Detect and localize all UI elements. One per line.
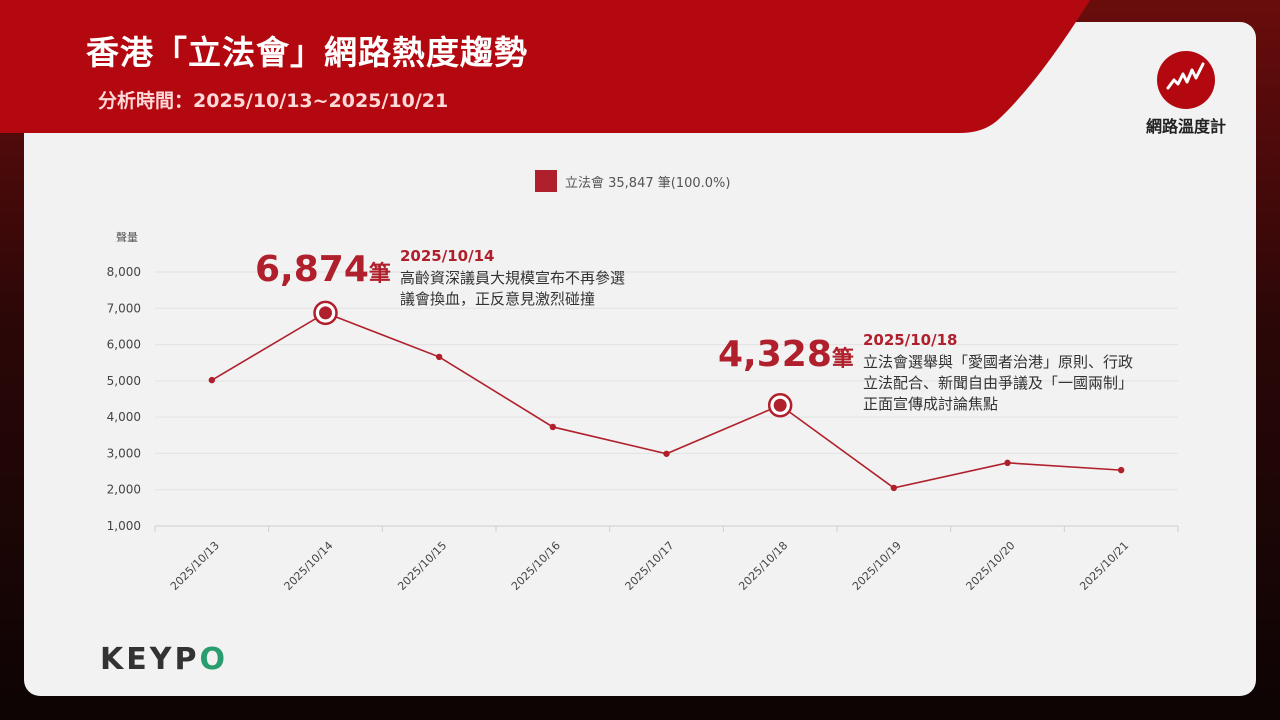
data-point (1004, 459, 1011, 467)
x-tick-label: 2025/10/21 (1077, 539, 1131, 593)
annotation-number: 4,328 (718, 334, 832, 375)
annotation-unit: 筆 (831, 347, 854, 372)
annotation-line: 立法會選舉與「愛國者治港」原則、行政 (863, 353, 1134, 371)
data-point (890, 484, 898, 492)
x-tick-label: 2025/10/18 (736, 539, 790, 593)
legend-swatch (535, 170, 557, 192)
x-tick-label: 2025/10/14 (282, 539, 336, 593)
logo-text: KEYP (100, 642, 200, 677)
header-banner (0, 0, 1090, 133)
y-tick-label: 7,000 (107, 301, 141, 315)
peak-annotation-text-1: 高齡資深議員大規模宣布不再參選 議會換血，正反意見激烈碰撞 (400, 268, 625, 310)
chart-card (24, 22, 1256, 696)
data-point (435, 353, 443, 361)
y-tick-label: 2,000 (107, 483, 141, 497)
x-tick-label: 2025/10/13 (168, 539, 222, 593)
page-title: 香港「立法會」網路熱度趨勢 (86, 33, 528, 72)
annotation-line: 議會換血，正反意見激烈碰撞 (400, 290, 596, 308)
thermometer-logo-icon (1157, 51, 1215, 109)
x-tick-label: 2025/10/16 (509, 539, 563, 593)
brand-name: 網路溫度計 (1145, 117, 1226, 136)
data-point (1117, 466, 1125, 474)
peak-annotation-value-1: 6,874筆 (255, 249, 391, 290)
x-tick-label: 2025/10/19 (850, 539, 904, 593)
analysis-period: 分析時間：2025/10/13~2025/10/21 (98, 90, 449, 112)
y-axis-label: 聲量 (116, 231, 138, 244)
x-tick-label: 2025/10/20 (964, 539, 1018, 593)
x-tick-label: 2025/10/15 (395, 539, 449, 593)
peak-annotation-text-2: 立法會選舉與「愛國者治港」原則、行政 立法配合、新聞自由爭議及「一國兩制」 正面… (863, 352, 1133, 415)
data-point (208, 376, 216, 384)
annotation-number: 6,874 (255, 249, 369, 290)
y-tick-label: 6,000 (107, 338, 141, 352)
peak-annotation-date-2: 2025/10/18 (863, 331, 958, 349)
y-tick-label: 8,000 (107, 265, 141, 279)
y-tick-label: 1,000 (107, 519, 141, 533)
highlight-point (319, 306, 332, 320)
peak-annotation-value-2: 4,328筆 (718, 334, 854, 375)
keypo-logo: KEYPO (100, 642, 228, 678)
y-tick-label: 5,000 (107, 374, 141, 388)
annotation-unit: 筆 (368, 262, 391, 287)
logo-accent: O (199, 642, 228, 677)
annotation-line: 高齡資深議員大規模宣布不再參選 (400, 269, 626, 287)
data-point (663, 450, 670, 457)
y-tick-label: 4,000 (107, 410, 141, 424)
peak-annotation-date-1: 2025/10/14 (400, 247, 495, 265)
legend-label: 立法會 35,847 筆(100.0%) (565, 176, 731, 191)
annotation-line: 正面宣傳成討論焦點 (863, 395, 999, 413)
x-tick-label: 2025/10/17 (623, 539, 677, 593)
data-point (549, 423, 557, 431)
highlight-point (773, 398, 787, 412)
y-tick-label: 3,000 (107, 446, 141, 460)
annotation-line: 立法配合、新聞自由爭議及「一國兩制」 (863, 374, 1134, 392)
